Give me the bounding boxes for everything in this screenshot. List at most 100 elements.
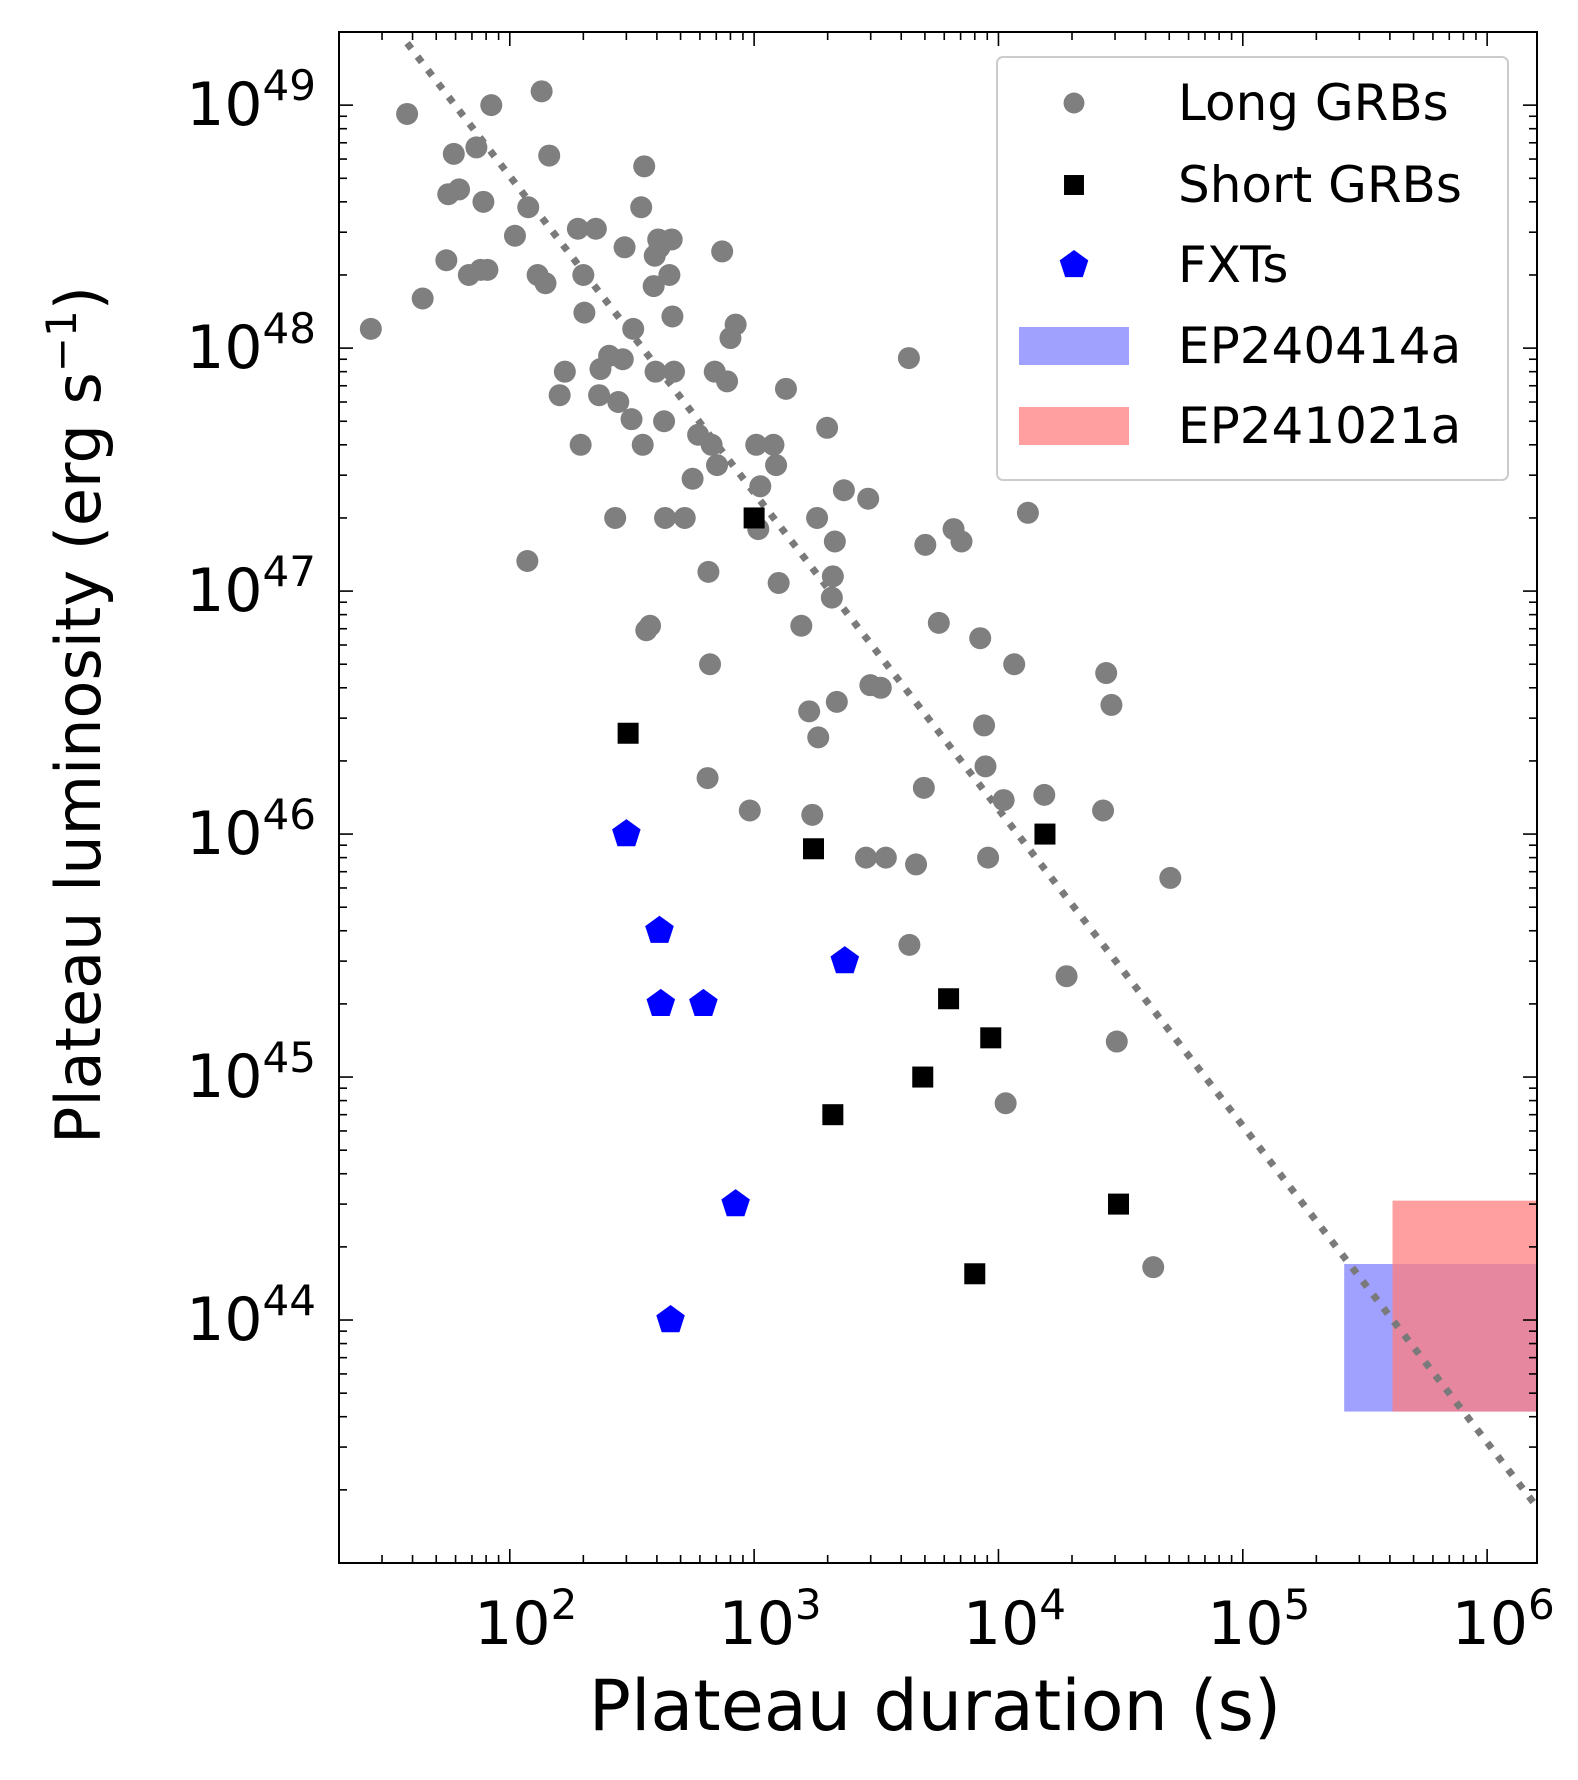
data-point-long-grbs — [1100, 693, 1123, 716]
x-tick-label-base: 10 — [963, 1589, 1039, 1659]
y-tick-label-base: 10 — [186, 1042, 262, 1112]
data-point-long-grbs — [820, 586, 843, 609]
data-point-long-grbs — [716, 370, 739, 393]
data-point-long-grbs — [696, 767, 719, 790]
data-point-long-grbs — [711, 240, 734, 263]
x-tick-label: 106 — [1452, 1580, 1555, 1659]
data-point-long-grbs — [898, 933, 921, 956]
data-point-long-grbs — [411, 287, 434, 310]
data-point-long-grbs — [658, 263, 681, 286]
legend-box — [996, 56, 1509, 481]
data-point-long-grbs — [573, 301, 596, 324]
x-tick-label-exponent: 5 — [1284, 1580, 1311, 1629]
data-point-long-grbs — [874, 846, 897, 869]
data-point-long-grbs — [448, 178, 471, 201]
data-point-long-grbs — [620, 408, 643, 431]
legend-marker-short-grbs — [1064, 175, 1084, 195]
data-point-long-grbs — [724, 313, 747, 336]
y-tick-label-exponent: 49 — [263, 61, 316, 110]
data-point-fxts — [612, 819, 641, 847]
data-point-short-grbs — [964, 1263, 986, 1285]
data-point-long-grbs — [660, 228, 683, 251]
data-point-long-grbs — [630, 196, 653, 219]
y-tick-label: 1046 — [186, 790, 316, 869]
data-point-long-grbs — [653, 410, 676, 433]
x-tick-label: 105 — [1207, 1580, 1310, 1659]
data-point-fxts — [721, 1189, 750, 1217]
data-point-long-grbs — [1105, 1030, 1128, 1053]
data-point-short-grbs — [1034, 823, 1056, 845]
data-point-long-grbs — [480, 94, 503, 117]
data-point-long-grbs — [700, 433, 723, 456]
data-point-long-grbs — [472, 190, 495, 213]
legend-swatch-ep241021a — [1019, 407, 1129, 445]
data-point-fxts — [645, 915, 674, 943]
data-point-long-grbs — [897, 347, 920, 370]
data-point-long-grbs — [534, 272, 557, 295]
data-points-layer — [359, 80, 1182, 1333]
y-tick-label-exponent: 47 — [263, 547, 316, 596]
data-point-long-grbs — [974, 755, 997, 778]
data-point-long-grbs — [663, 360, 686, 383]
data-point-long-grbs — [503, 224, 526, 247]
data-point-long-grbs — [854, 846, 877, 869]
data-point-long-grbs — [476, 258, 499, 281]
data-point-long-grbs — [435, 249, 458, 272]
data-point-short-grbs — [743, 507, 765, 529]
data-point-long-grbs — [396, 102, 419, 125]
data-point-long-grbs — [553, 360, 576, 383]
data-point-short-grbs — [803, 838, 825, 860]
data-point-long-grbs — [807, 726, 830, 749]
data-point-long-grbs — [1092, 799, 1115, 822]
data-point-long-grbs — [572, 263, 595, 286]
data-point-short-grbs — [617, 722, 639, 744]
data-point-long-grbs — [566, 217, 589, 240]
tick-marks — [338, 31, 1537, 1564]
data-point-long-grbs — [825, 690, 848, 713]
data-point-long-grbs — [994, 1092, 1017, 1115]
trend-line-layer — [404, 40, 1540, 1510]
data-point-long-grbs — [1033, 783, 1056, 806]
data-point-fxts — [689, 988, 718, 1016]
data-point-long-grbs — [607, 391, 630, 414]
y-tick-label-base: 10 — [186, 799, 262, 869]
legend-marker-long-grbs — [1063, 92, 1085, 114]
data-point-long-grbs — [1055, 965, 1078, 988]
data-point-long-grbs — [442, 142, 465, 165]
data-point-long-grbs — [1016, 501, 1039, 524]
data-point-long-grbs — [548, 384, 571, 407]
y-tick-label-base: 10 — [186, 70, 262, 140]
y-axis-title: Plateau luminosity (erg s−1) — [37, 286, 115, 1144]
data-point-long-grbs — [1159, 866, 1182, 889]
x-tick-label-exponent: 3 — [795, 1580, 822, 1629]
legend-label-ep241021a: EP241021a — [1178, 397, 1461, 455]
data-point-long-grbs — [950, 530, 973, 553]
data-point-long-grbs — [530, 80, 553, 103]
data-point-long-grbs — [611, 348, 634, 371]
data-point-fxts — [646, 988, 676, 1016]
data-point-long-grbs — [977, 846, 1000, 869]
y-tick-label: 1045 — [186, 1033, 316, 1112]
data-point-long-grbs — [969, 627, 992, 650]
y-tick-label-exponent: 46 — [263, 790, 316, 839]
data-point-long-grbs — [857, 487, 880, 510]
data-point-long-grbs — [1095, 662, 1118, 685]
x-tick-label-base: 10 — [474, 1589, 550, 1659]
x-tick-labels: 102 103 104 105 106 — [474, 1580, 1554, 1659]
data-point-short-grbs — [980, 1027, 1002, 1049]
data-point-long-grbs — [762, 433, 785, 456]
plot-frame — [338, 31, 1538, 1564]
data-point-long-grbs — [790, 614, 813, 637]
data-point-long-grbs — [801, 803, 824, 826]
data-point-long-grbs — [642, 275, 665, 298]
data-point-long-grbs — [613, 236, 636, 259]
x-tick-label-exponent: 6 — [1528, 1580, 1555, 1629]
data-point-long-grbs — [639, 614, 662, 637]
data-point-long-grbs — [823, 530, 846, 553]
data-point-long-grbs — [806, 506, 829, 529]
x-axis-title: Plateau duration (s) — [589, 1665, 1281, 1747]
data-point-long-grbs — [569, 433, 592, 456]
legend-label-long-grbs: Long GRBs — [1178, 74, 1449, 132]
x-tick-label-base: 10 — [719, 1589, 795, 1659]
